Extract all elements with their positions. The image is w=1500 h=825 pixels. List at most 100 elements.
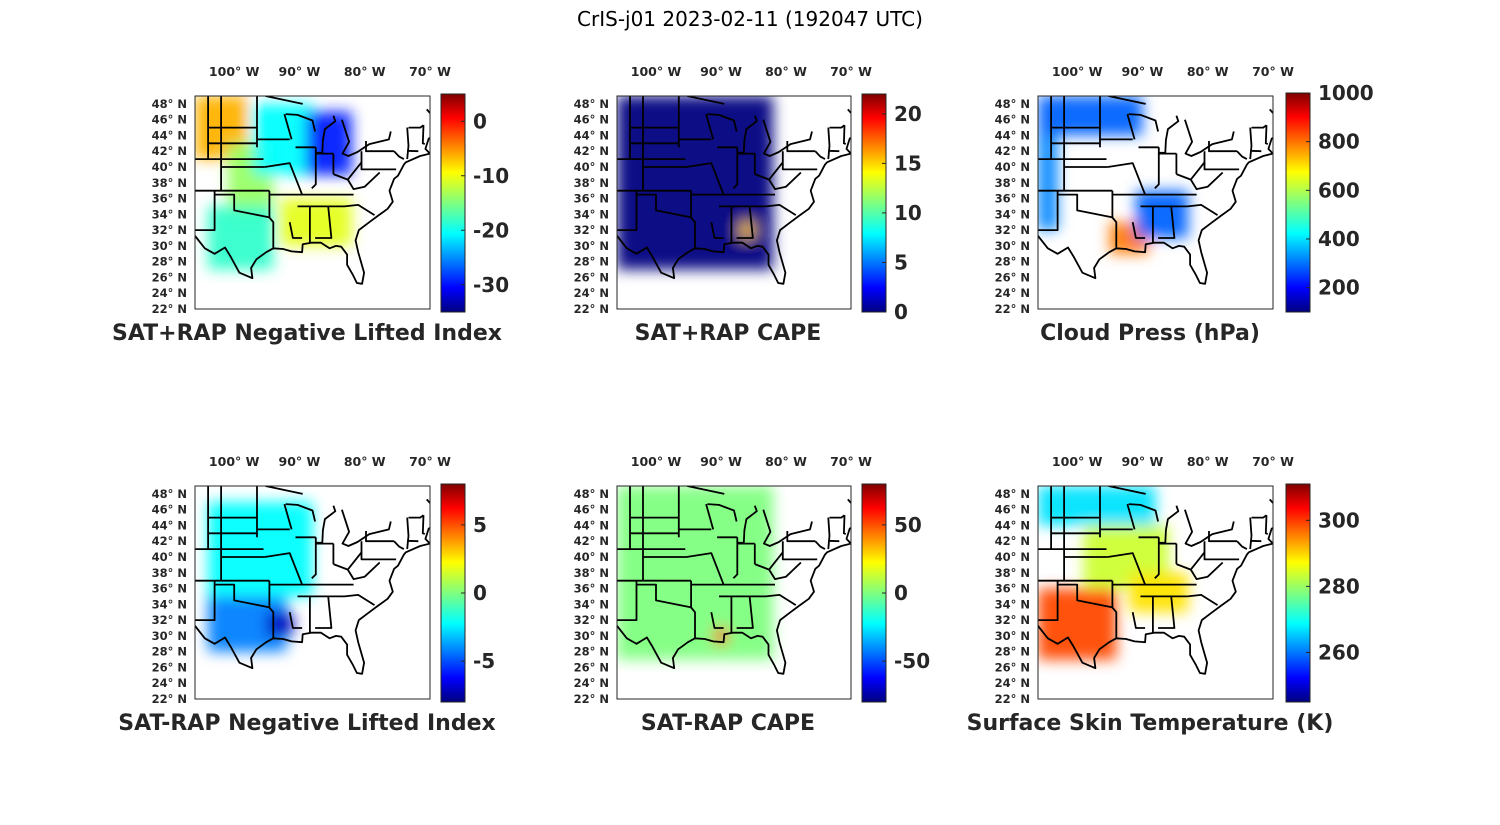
- state-border: [393, 150, 405, 160]
- lon-tick-label: 80° W: [344, 64, 386, 79]
- state-border: [1184, 509, 1235, 547]
- lat-tick-label: 40° N: [152, 160, 187, 174]
- state-border: [707, 113, 738, 132]
- map-frame: [194, 95, 431, 310]
- lon-tick-label: 90° W: [1122, 454, 1164, 469]
- state-border: [265, 486, 303, 495]
- lat-tick-label: 40° N: [152, 550, 187, 564]
- state-border: [1158, 596, 1176, 629]
- lat-tick-label: 26° N: [574, 660, 609, 674]
- state-border: [843, 515, 847, 535]
- state-border: [829, 124, 846, 129]
- colorbar-tick-label: -5: [473, 649, 495, 673]
- lat-tick-label: 42° N: [152, 534, 187, 548]
- coastline: [195, 108, 430, 285]
- colorbar-tick-label: 260: [1318, 640, 1360, 664]
- lat-tick-label: 22° N: [995, 692, 1030, 706]
- state-border: [195, 580, 216, 621]
- state-borders: [1038, 486, 1273, 675]
- state-border: [1154, 147, 1160, 189]
- state-border: [214, 583, 271, 609]
- lon-tick-label: 80° W: [344, 454, 386, 469]
- lat-tick-label: 38° N: [574, 176, 609, 190]
- state-border: [617, 190, 638, 232]
- lon-tick-label: 80° W: [1187, 454, 1229, 469]
- state-border: [1236, 150, 1248, 160]
- state-border: [1154, 537, 1160, 579]
- state-borders: [195, 96, 430, 285]
- lat-tick-label: 28° N: [152, 255, 187, 269]
- state-border: [408, 124, 425, 129]
- colorbar-tick-label: 800: [1318, 130, 1360, 154]
- map-frame: [194, 485, 431, 700]
- lat-tick-label: 24° N: [574, 676, 609, 690]
- lat-tick-label: 42° N: [995, 144, 1030, 158]
- colorbar: [1285, 483, 1311, 703]
- state-border: [421, 515, 426, 535]
- state-border: [1249, 517, 1253, 550]
- state-border: [1251, 124, 1268, 129]
- state-border: [1264, 125, 1269, 145]
- state-border: [732, 537, 739, 579]
- state-border: [264, 552, 303, 585]
- figure-title: CrIS-j01 2023-02-11 (192047 UTC): [577, 7, 923, 31]
- state-border: [1126, 503, 1136, 530]
- colorbar-tick-label: 400: [1318, 227, 1360, 251]
- colorbar-tick-label: 1000: [1318, 81, 1374, 105]
- colorbar-tick-label: 600: [1318, 178, 1360, 202]
- lat-tick-label: 40° N: [574, 550, 609, 564]
- state-border: [781, 151, 818, 171]
- lat-tick-label: 36° N: [152, 192, 187, 206]
- lat-tick-label: 26° N: [574, 270, 609, 284]
- state-border: [814, 150, 826, 160]
- colorbar-tick-label: -20: [473, 218, 509, 242]
- lat-tick-label: 48° N: [152, 487, 187, 501]
- state-border: [1208, 141, 1238, 153]
- state-border: [1251, 514, 1268, 519]
- lat-tick-label: 36° N: [574, 192, 609, 206]
- state-border: [393, 540, 405, 550]
- lat-tick-label: 22° N: [152, 302, 187, 316]
- state-border: [408, 514, 425, 519]
- colorbar-tick-label: 0: [473, 109, 487, 133]
- lat-tick-label: 42° N: [574, 144, 609, 158]
- lat-tick-label: 46° N: [995, 503, 1030, 517]
- state-border: [736, 206, 754, 239]
- panel-title: SAT-RAP Negative Lifted Index: [118, 711, 495, 736]
- lat-tick-label: 30° N: [995, 239, 1030, 253]
- state-border: [365, 531, 395, 543]
- state-border: [1208, 531, 1238, 543]
- lat-tick-label: 26° N: [152, 660, 187, 674]
- state-border: [781, 541, 818, 561]
- lon-tick-label: 70° W: [830, 64, 872, 79]
- region-west-edge: [1038, 135, 1058, 231]
- colorbar-tick-label: -30: [473, 273, 509, 297]
- state-border: [710, 222, 724, 239]
- lon-tick-label: 100° W: [209, 454, 260, 469]
- lon-tick-label: 100° W: [1052, 64, 1103, 79]
- state-border: [285, 113, 316, 132]
- lat-tick-label: 38° N: [574, 566, 609, 580]
- state-border: [636, 583, 692, 609]
- lat-tick-label: 28° N: [995, 645, 1030, 659]
- lon-tick-label: 70° W: [1252, 454, 1294, 469]
- state-border: [1057, 193, 1114, 219]
- lon-tick-label: 70° W: [1252, 64, 1294, 79]
- state-border: [636, 193, 692, 219]
- panel-title: SAT-RAP CAPE: [641, 711, 815, 736]
- state-border: [736, 596, 754, 629]
- state-border: [843, 125, 847, 145]
- lat-tick-label: 40° N: [574, 160, 609, 174]
- lat-tick-label: 44° N: [152, 128, 187, 142]
- colorbar-tick-label: 15: [894, 151, 922, 175]
- state-border: [786, 531, 816, 543]
- state-borders: [195, 486, 430, 675]
- state-border: [297, 594, 375, 606]
- state-border: [283, 503, 293, 530]
- lat-tick-label: 24° N: [995, 676, 1030, 690]
- state-border: [737, 115, 758, 154]
- state-border: [1190, 171, 1224, 191]
- lon-tick-label: 80° W: [765, 64, 807, 79]
- panel-title: Cloud Press (hPa): [1040, 321, 1260, 346]
- colorbar: [1285, 92, 1311, 313]
